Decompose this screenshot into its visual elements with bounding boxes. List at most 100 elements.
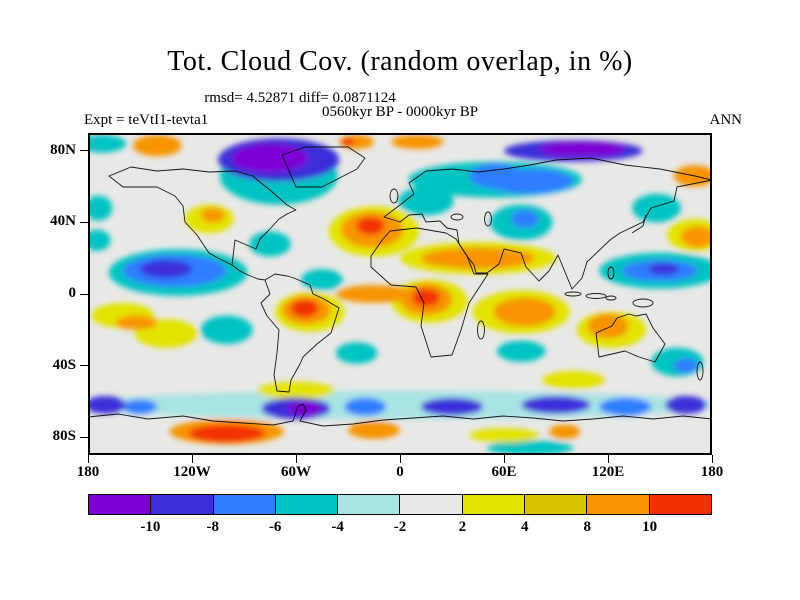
anomaly-blob — [647, 263, 680, 275]
coast-south-america — [260, 273, 340, 393]
anomaly-blob — [140, 260, 192, 278]
anomaly-blob — [200, 208, 225, 223]
colorbar-label: -4 — [331, 519, 344, 535]
anomaly-blob — [115, 315, 158, 330]
coast-sumatra — [564, 291, 582, 297]
colorbar-segment — [275, 495, 339, 514]
stats-line: rmsd= 4.52871 diff= 0.0871124 — [204, 90, 396, 106]
coast-caspian-sea — [484, 211, 492, 227]
anomaly-blob — [348, 421, 400, 439]
lon-tick-label: 60W — [281, 464, 311, 480]
colorbar — [88, 494, 712, 515]
lat-tick — [80, 221, 88, 223]
colorbar-label: 4 — [521, 519, 529, 535]
lon-tick-label: 180 — [700, 464, 724, 480]
coast-black-sea — [450, 213, 464, 221]
anomaly-blob — [420, 397, 484, 416]
anomaly-blob — [673, 358, 699, 373]
colorbar-segment — [213, 495, 276, 514]
anomaly-blob — [257, 381, 335, 400]
lon-tick — [87, 455, 89, 463]
anomaly-blob — [542, 371, 605, 389]
figure-title: Tot. Cloud Cov. (random overlap, in %) — [167, 46, 633, 77]
anomaly-blob — [549, 424, 581, 439]
colorbar-label: -2 — [393, 519, 407, 535]
anomaly-blob — [521, 396, 591, 414]
lon-tick-label: 180 — [76, 464, 100, 480]
coast-australia — [595, 313, 666, 363]
map-frame — [88, 133, 712, 455]
anomaly-blob — [88, 396, 127, 414]
colorbar-segment — [525, 495, 588, 514]
anomaly-blob — [88, 229, 111, 251]
lat-tick-label: 40S — [52, 356, 76, 373]
coast-antarctica — [88, 403, 712, 427]
lon-tick-label: 0 — [396, 464, 404, 480]
anomaly-blob — [486, 440, 574, 455]
coast-britain — [389, 188, 399, 204]
colorbar-segment — [462, 495, 526, 514]
anomaly-blob — [412, 288, 440, 307]
anomaly-blob — [341, 138, 355, 146]
season-label: ANN — [709, 112, 743, 128]
anomaly-blob — [391, 134, 444, 150]
colorbar-segment — [338, 495, 401, 514]
anomaly-blob — [469, 163, 522, 189]
lat-tick — [80, 293, 88, 295]
lat-tick-label: 80N — [50, 141, 76, 158]
anomaly-blob — [587, 313, 629, 339]
anomaly-blob — [335, 342, 378, 364]
anomaly-blob — [344, 397, 387, 416]
anomaly-blob — [301, 269, 343, 291]
anomaly-blob — [88, 134, 127, 153]
lat-tick-label: 40N — [50, 213, 76, 230]
anomaly-blob — [231, 143, 309, 173]
anomaly-blob — [420, 247, 536, 269]
lon-tick-label: 120W — [173, 464, 211, 480]
anomaly-blob — [398, 186, 454, 216]
anomaly-blob — [287, 401, 322, 416]
coast-new-guinea — [632, 298, 654, 308]
coast-madagascar — [477, 320, 485, 340]
anomaly-blob — [356, 217, 385, 235]
colorbar-label: -6 — [268, 519, 282, 535]
anomaly-blob — [133, 134, 182, 157]
lat-tick-label: 80S — [52, 428, 76, 445]
lon-tick-label: 60E — [491, 464, 517, 480]
coast-japan — [631, 214, 647, 234]
lon-tick — [295, 455, 297, 463]
lon-tick — [191, 455, 193, 463]
colorbar-segment — [151, 495, 214, 514]
coast-north-america — [108, 166, 297, 266]
coast-sulawesi — [605, 295, 617, 301]
lat-tick — [80, 150, 88, 152]
lon-tick — [607, 455, 609, 463]
coast-central-america — [231, 264, 266, 281]
anomaly-blob — [200, 315, 253, 345]
lat-tick — [80, 365, 88, 367]
coast-greenland — [281, 146, 366, 188]
anomaly-blob — [680, 226, 712, 248]
anomaly-blob — [290, 299, 319, 318]
colorbar-segment — [89, 495, 152, 514]
lat-tick — [80, 436, 88, 438]
colorbar-label: -8 — [206, 519, 220, 535]
colorbar-label: -10 — [140, 519, 161, 535]
lon-tick — [503, 455, 505, 463]
anomaly-blob — [335, 285, 413, 303]
colorbar-label: 2 — [458, 519, 467, 535]
coast-new-zealand — [696, 361, 704, 381]
anomaly-blob — [665, 396, 707, 414]
colorbar-segment — [400, 495, 463, 514]
anomaly-blob — [632, 193, 681, 223]
lon-tick-label: 120E — [591, 464, 625, 480]
anomaly-blob — [88, 195, 113, 221]
lon-tick — [711, 455, 713, 463]
anomaly-blob — [339, 134, 374, 150]
anomaly-blob — [510, 210, 539, 228]
anomaly-blob — [538, 141, 626, 157]
coastlines — [88, 146, 712, 427]
coast-eurasia — [383, 157, 712, 290]
anomaly-blob — [493, 297, 556, 327]
